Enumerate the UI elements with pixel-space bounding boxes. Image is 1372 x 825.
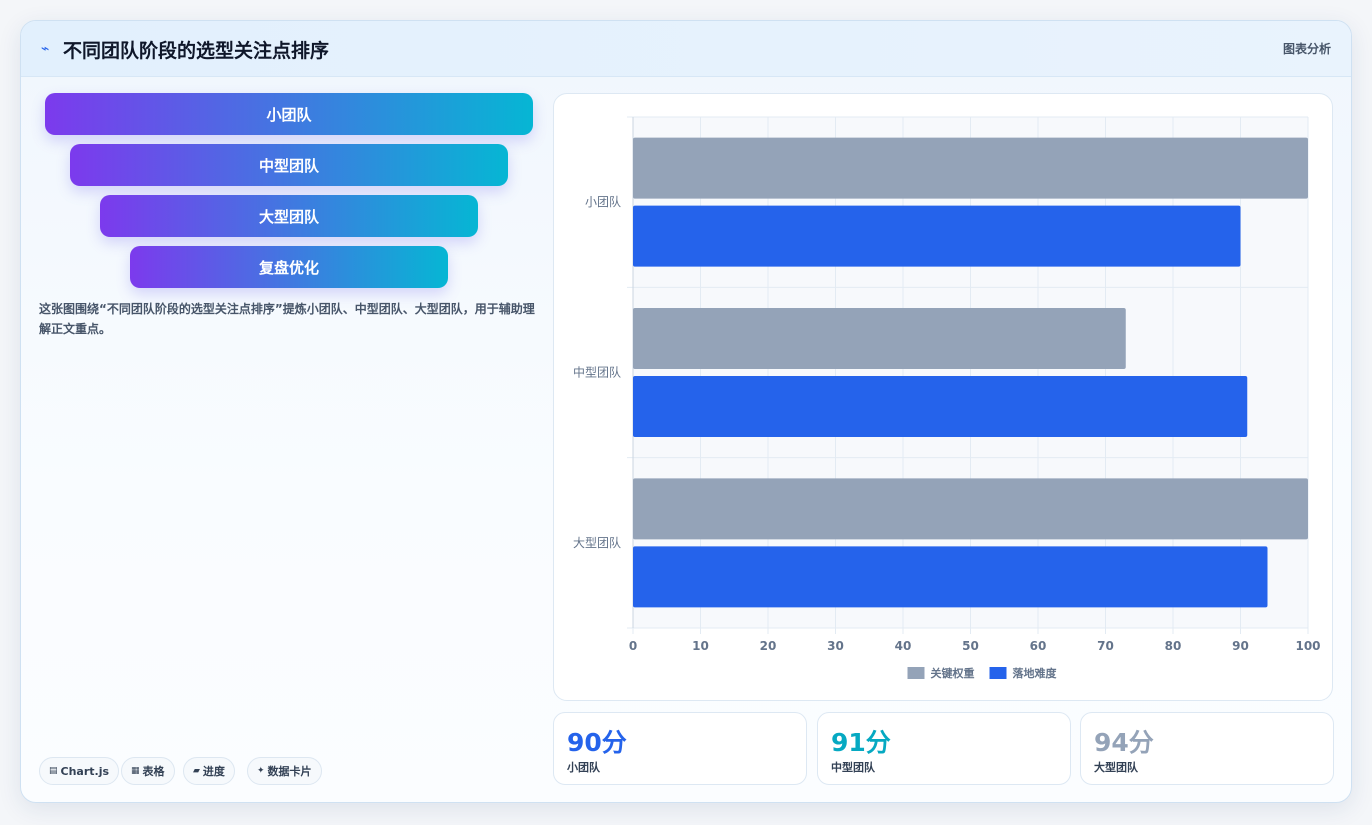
stage-pill-large-team: 大型团队 (100, 195, 478, 237)
bar-weight (633, 308, 1126, 369)
chart-panel: 小团队中型团队大型团队 0 10 20 30 40 50 60 70 80 90 100 关键权重 落地难… (553, 93, 1333, 701)
progress-icon: ▰ (193, 766, 200, 776)
bar-difficulty (633, 546, 1268, 608)
sparkle-icon: ✦ (257, 766, 265, 776)
bar-difficulty (633, 205, 1241, 267)
bar-weight (633, 478, 1308, 540)
chart-icon: ▤ (49, 766, 58, 776)
x-tick-label: 0 (629, 639, 637, 653)
stage-pill-medium-team: 中型团队 (70, 144, 508, 186)
x-tick-label: 30 (827, 639, 844, 653)
bar-difficulty (633, 376, 1248, 437)
chip-chartjs[interactable]: ▤ Chart.js (39, 757, 120, 785)
x-tick-label: 40 (895, 639, 912, 653)
x-tick-label: 70 (1097, 639, 1114, 653)
stage-pill-small-team: 小团队 (45, 93, 533, 135)
chip-data-card[interactable]: ✦ 数据卡片 (247, 757, 322, 785)
stat-label: 中型团队 (831, 761, 875, 774)
chip-label: 数据卡片 (267, 765, 312, 778)
y-tick-label: 大型团队 (573, 535, 621, 550)
chip-label: Chart.js (60, 764, 110, 778)
chip-label: 进度 (202, 765, 225, 778)
chart-description: 这张图围绕“不同团队阶段的选型关注点排序”提炼小团队、中型团队、大型团队，用于辅… (39, 302, 535, 336)
x-tick-label: 50 (962, 639, 979, 653)
legend-swatch (989, 667, 1007, 679)
table-icon: ▦ (131, 766, 140, 776)
chip-progress[interactable]: ▰ 进度 (183, 757, 235, 785)
stat-card-small-team: 90分 小团队 (553, 712, 807, 785)
header-tag: 图表分析 (1282, 42, 1331, 56)
page-title: 不同团队阶段的选型关注点排序 (63, 40, 330, 62)
x-tick-label: 90 (1232, 639, 1249, 653)
x-tick-label: 80 (1165, 639, 1182, 653)
x-tick-label: 100 (1295, 639, 1320, 653)
report-card: ⌁ 不同团队阶段的选型关注点排序 图表分析 小团队 中型团队 大型团队 复盘优化… (20, 20, 1352, 803)
chip-table[interactable]: ▦ 表格 (121, 757, 175, 785)
stat-value: 94分 (1094, 728, 1154, 757)
stat-value: 90分 (567, 728, 627, 757)
chip-label: 表格 (142, 765, 165, 778)
x-tick-label: 60 (1030, 639, 1047, 653)
stat-card-large-team: 94分 大型团队 (1080, 712, 1334, 785)
card-header: ⌁ 不同团队阶段的选型关注点排序 图表分析 (21, 21, 1351, 77)
line-chart-icon: ⌁ (41, 41, 50, 57)
legend-label: 落地难度 (1013, 666, 1058, 680)
legend-swatch (907, 667, 925, 679)
stat-label: 大型团队 (1094, 761, 1138, 774)
stage-pill-review: 复盘优化 (130, 246, 448, 288)
stat-card-medium-team: 91分 中型团队 (817, 712, 1071, 785)
x-tick-label: 20 (760, 639, 777, 653)
stat-value: 91分 (831, 728, 891, 757)
x-tick-label: 10 (692, 639, 709, 653)
y-tick-label: 小团队 (585, 194, 621, 209)
y-tick-label: 中型团队 (573, 365, 621, 380)
legend-label: 关键权重 (931, 666, 975, 680)
stat-label: 小团队 (567, 761, 600, 774)
bar-weight (633, 137, 1308, 199)
